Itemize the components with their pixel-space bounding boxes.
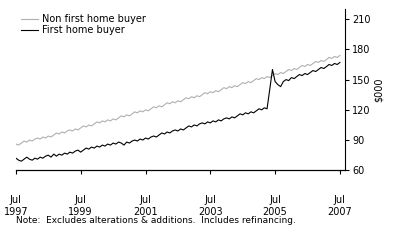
Line: First home buyer: First home buyer: [16, 62, 340, 161]
Y-axis label: $000: $000: [374, 77, 384, 102]
Text: Jul
2003: Jul 2003: [198, 195, 223, 217]
Text: Note:  Excludes alterations & additions.  Includes refinancing.: Note: Excludes alterations & additions. …: [16, 216, 296, 225]
Text: Jul
2001: Jul 2001: [133, 195, 158, 217]
Text: Jul
1997: Jul 1997: [4, 195, 28, 217]
Text: Jul
1999: Jul 1999: [68, 195, 93, 217]
Text: Jul
2007: Jul 2007: [328, 195, 352, 217]
Text: Jul
2005: Jul 2005: [263, 195, 287, 217]
Line: Non first home buyer: Non first home buyer: [16, 55, 340, 145]
Legend: Non first home buyer, First home buyer: Non first home buyer, First home buyer: [21, 14, 146, 35]
